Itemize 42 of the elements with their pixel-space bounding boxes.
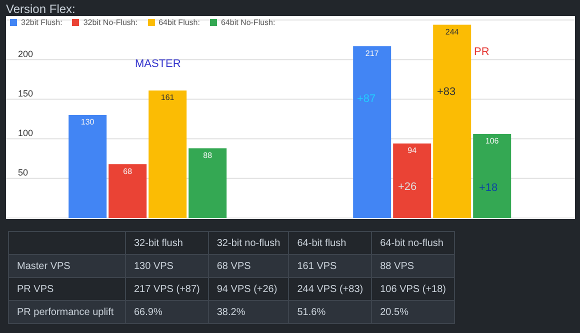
data-label: 130 xyxy=(80,118,95,127)
category-label: 32-bit flush xyxy=(126,232,208,254)
category-label: 64-bit no-flush xyxy=(372,232,454,254)
category-label: PR VPS xyxy=(17,284,54,294)
text: 106 VPS (+18) xyxy=(380,284,446,294)
category-label: PR performance uplift xyxy=(17,306,114,318)
category-label: 64-bit flush xyxy=(288,232,372,254)
data-label: 94 xyxy=(408,146,418,156)
legend-label: 64bit No-Flush: xyxy=(220,18,276,27)
text: 51.6% xyxy=(297,306,326,318)
legend-label: 32bit No-Flush: xyxy=(82,18,138,27)
data-label: 106 xyxy=(485,136,500,146)
annotation: +87 xyxy=(357,93,376,105)
text: 161 VPS xyxy=(297,260,337,272)
data-label: 68 xyxy=(123,166,133,176)
legend-label: 64bit Flush: xyxy=(158,18,200,27)
text: 130 VPS xyxy=(134,260,174,272)
annotation: MASTER xyxy=(135,58,181,70)
data-label: 88 xyxy=(203,150,213,160)
annotation: +83 xyxy=(437,86,456,98)
data-label: 217 xyxy=(365,48,380,58)
annotation: +26 xyxy=(398,181,417,193)
annotation: +18 xyxy=(479,182,498,194)
text: 38.2% xyxy=(216,306,246,318)
text: 88 VPS xyxy=(380,260,414,272)
data-label: 244 xyxy=(445,27,460,36)
text: 68 VPS xyxy=(216,260,251,272)
text: 20.5% xyxy=(380,306,408,318)
legend-label: 32bit Flush: xyxy=(20,18,62,27)
category-label: 32-bit no-flush xyxy=(208,232,289,254)
text: 66.9% xyxy=(134,306,162,318)
y-tick-label: 100 xyxy=(18,128,34,138)
chart-title: Version Flex: xyxy=(6,2,76,16)
annotation: PR xyxy=(474,46,490,58)
data-label: 161 xyxy=(160,93,175,102)
text: 244 VPS (+83) xyxy=(297,284,364,294)
text: 94 VPS (+26) xyxy=(216,284,278,294)
y-tick-label: 150 xyxy=(18,88,34,98)
text: 217 VPS (+87) xyxy=(134,284,200,294)
y-tick-label: 200 xyxy=(18,48,34,59)
category-label: Master VPS xyxy=(17,260,70,272)
y-tick-label: 50 xyxy=(18,168,28,178)
